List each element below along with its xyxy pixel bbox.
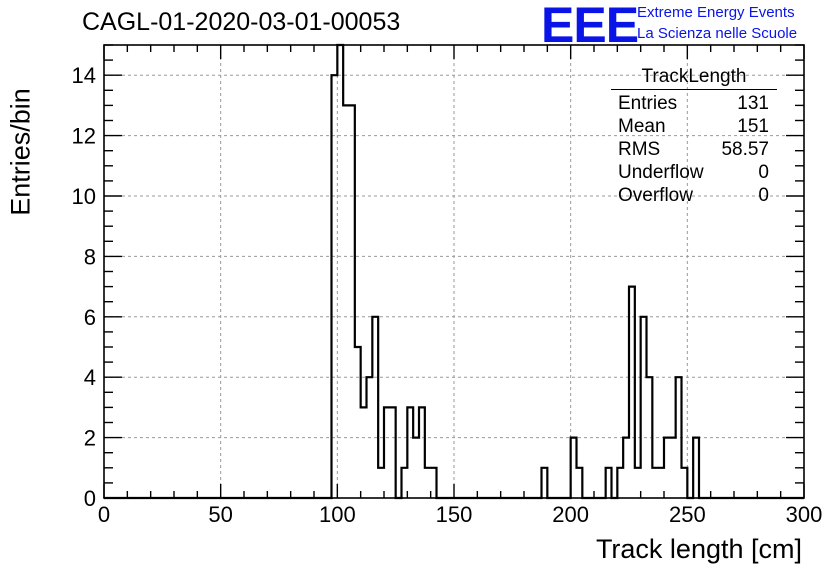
stats-row-value: 0 [758,162,769,183]
stats-rows: Entries 131 Mean 151 RMS 58.57 Underflow 0 Overf… [611,92,777,207]
stats-box: TrackLength Entries 131 Mean 151 RMS 58.57 Und… [611,66,777,207]
y-tick-label: 12 [72,124,96,149]
stats-row-value: 151 [737,116,769,137]
histogram-bin [367,377,373,498]
histogram-bin [337,45,343,498]
stats-row: RMS 58.57 [611,138,777,161]
x-tick-label: 0 [98,502,110,527]
y-tick-label: 10 [72,184,96,209]
y-tick-label: 0 [84,486,96,511]
histogram-bin [641,317,647,498]
eee-logo-line1: Extreme Energy Events [637,4,795,21]
histogram-bin [378,468,384,498]
x-tick-label: 200 [552,502,589,527]
histogram-bin [664,438,670,498]
histogram-bin [606,468,612,498]
stats-row: Entries 131 [611,92,777,115]
stats-row-label: Entries [618,93,678,114]
histogram-bin [332,75,338,498]
histogram-bin [577,468,583,498]
grid-layer [104,45,804,498]
axis-layer: 0 50 100 150 200 250 300 0 2 4 6 8 10 12 14 [72,44,823,527]
eee-logo-mark: EEE [541,0,639,53]
stats-row-value: 58.57 [721,139,769,160]
histogram-bin [682,468,688,498]
x-tick-label: 300 [786,502,823,527]
histogram-bin [647,377,653,498]
stats-row-label: RMS [618,139,661,160]
y-tick-label: 4 [84,365,96,390]
eee-logo-line2: La Scienza nelle Scuole [637,25,798,42]
stats-row-label: Overflow [618,185,693,206]
histogram-bin [635,468,641,498]
histogram-bin [355,347,361,498]
stats-row-value: 0 [758,185,769,206]
x-tick-label: 100 [319,502,356,527]
y-tick-label: 6 [84,305,96,330]
histogram-bin [431,468,437,498]
histogram-bin [658,468,664,498]
histogram-bin [623,438,629,498]
stats-row: Overflow 0 [611,184,777,207]
x-tick-label: 50 [208,502,232,527]
stats-row: Underflow 0 [611,161,777,184]
stats-row-value: 131 [737,93,769,114]
stats-row-label: Mean [618,116,666,137]
histogram-bin [542,468,548,498]
histogram-bin [571,438,577,498]
histogram-bin [407,407,413,498]
x-tick-label: 150 [436,502,473,527]
y-tick-label: 2 [84,426,96,451]
plot-title: CAGL-01-2020-03-01-00053 [82,8,401,36]
histogram-bin [372,317,378,498]
histogram-bin [413,438,419,498]
eee-logo-text: Extreme Energy Events La Scienza nelle S… [637,2,797,44]
stats-box-title: TrackLength [611,66,777,90]
stats-row: Mean 151 [611,115,777,138]
histogram-bin [629,287,635,498]
histogram-bin [617,468,623,498]
histogram-bin [670,438,676,498]
histogram-bin [419,407,425,498]
stats-row-label: Underflow [618,162,704,183]
y-tick-label: 8 [84,244,96,269]
x-tick-label: 250 [669,502,706,527]
histogram-bin [693,438,699,498]
x-axis-label: Track length [cm] [595,534,802,564]
histogram-bin [425,468,431,498]
histogram-bin [652,468,658,498]
histogram-bin [384,407,390,498]
histogram-bin [390,407,396,498]
y-tick-label: 14 [72,63,96,88]
histogram-bin [361,407,367,498]
histogram-bin [343,105,349,498]
histogram-bin [349,105,355,498]
histogram-bin [402,468,408,498]
histogram-bin [676,377,682,498]
